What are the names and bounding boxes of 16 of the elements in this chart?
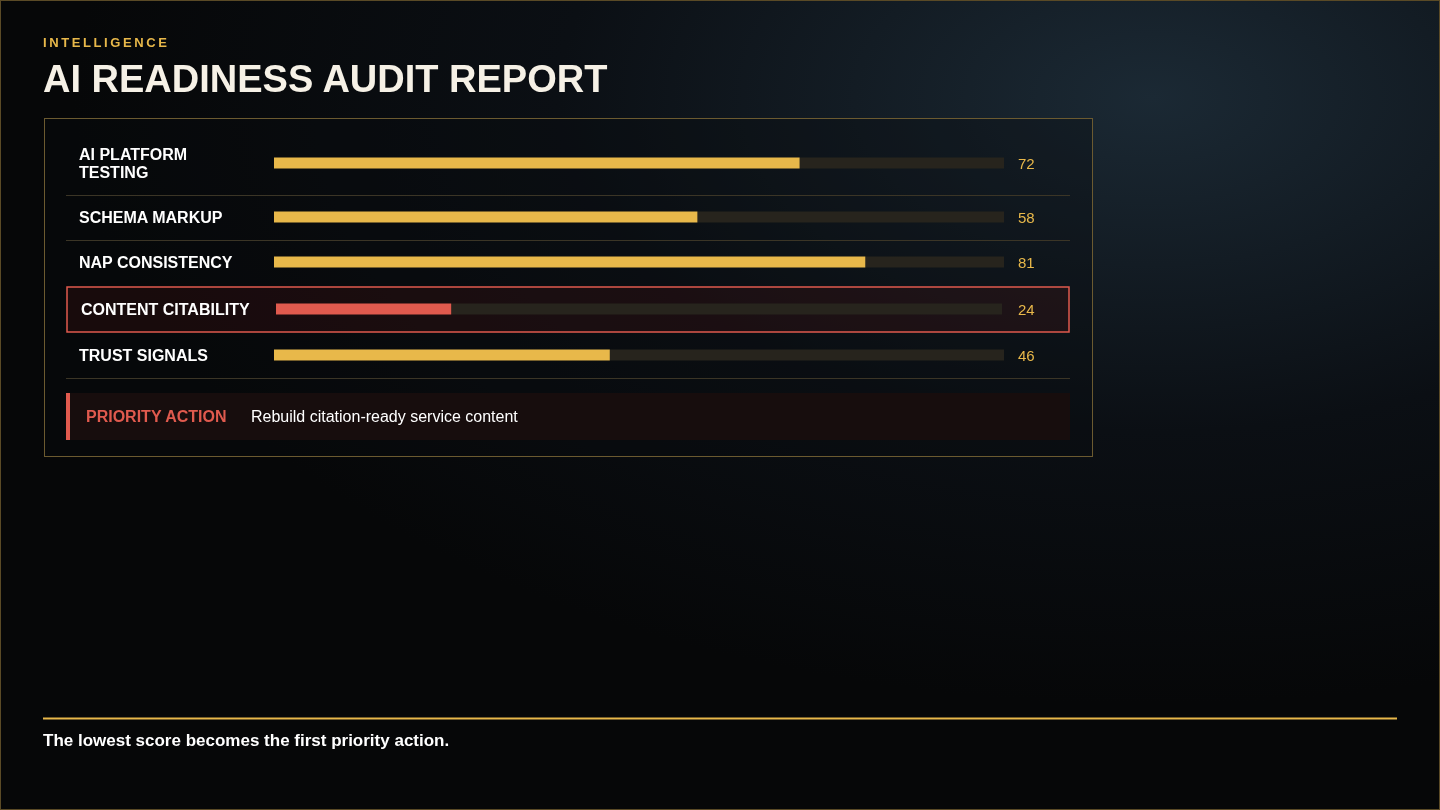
y-tick-label: CONTENT CITABILITY	[81, 300, 250, 318]
y-tick-label: AI PLATFORM TESTING	[79, 145, 188, 181]
text: INTELLIGENCE	[43, 35, 170, 50]
data-label: 46	[1018, 346, 1035, 364]
text: PRIORITY ACTION	[86, 408, 227, 425]
data-label: 72	[1018, 154, 1035, 172]
chart-title: AI READINESS AUDIT REPORT	[43, 58, 608, 100]
y-tick-label: SCHEMA MARKUP	[79, 208, 223, 226]
data-label: 58	[1018, 208, 1035, 226]
data-label: 81	[1018, 253, 1035, 271]
text: The lowest score becomes the first priority action.	[43, 731, 450, 750]
bar	[276, 303, 452, 315]
text: Rebuild citation-ready service content	[251, 408, 519, 425]
y-tick-label: NAP CONSISTENCY	[79, 253, 233, 271]
data-label: 24	[1018, 300, 1035, 318]
y-tick-label: TRUST SIGNALS	[79, 346, 209, 364]
